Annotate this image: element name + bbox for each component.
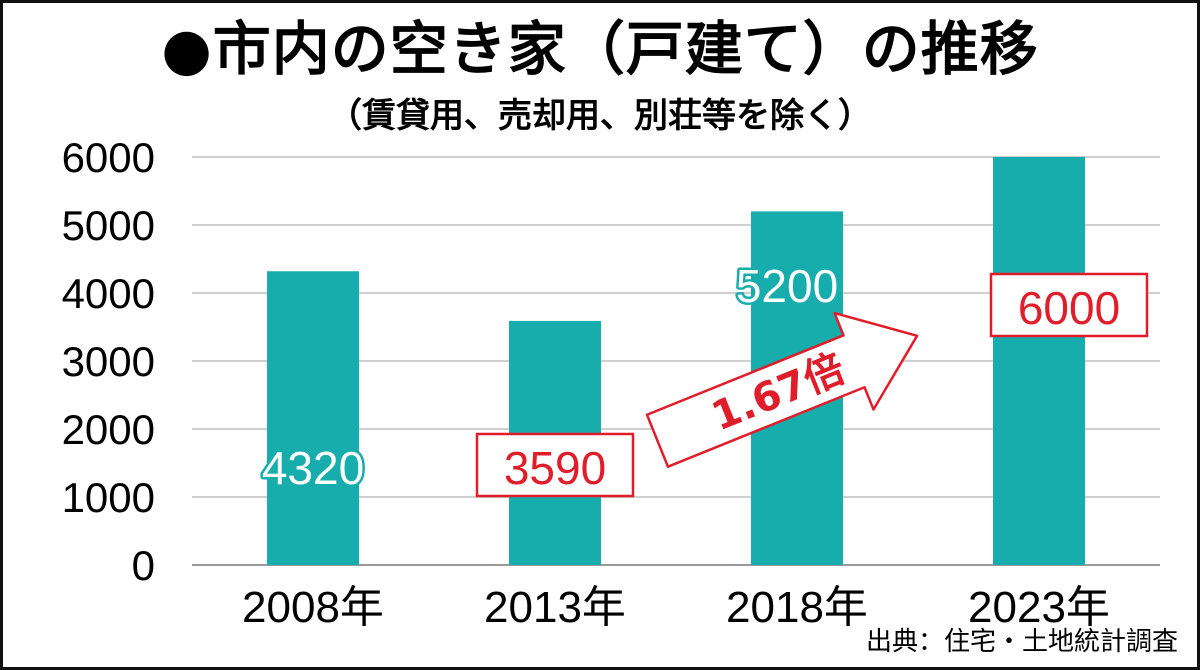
y-tick-label: 2000 xyxy=(62,406,155,453)
y-tick-label: 6000 xyxy=(62,134,155,181)
y-tick-label: 1000 xyxy=(62,474,155,521)
x-tick-label: 2008年 xyxy=(242,583,384,632)
x-tick-label: 2018年 xyxy=(726,583,868,632)
source-note: 出典：住宅・土地統計調査 xyxy=(865,627,1178,657)
data-label: 3590 xyxy=(504,442,606,494)
data-label-box xyxy=(475,432,635,498)
y-tick-label: 0 xyxy=(132,542,155,589)
y-tick-label: 5000 xyxy=(62,202,155,249)
y-tick-label: 4000 xyxy=(62,270,155,317)
bar xyxy=(993,157,1085,565)
y-tick-label: 3000 xyxy=(62,338,155,385)
data-label: 4320 xyxy=(262,442,364,494)
chart-title: ●市内の空き家（戸建て）の推移 xyxy=(161,15,1039,83)
bar xyxy=(267,271,359,565)
data-label-box xyxy=(989,272,1149,338)
chart-subtitle: （賃貸用、売却用、別荘等を除く） xyxy=(328,96,872,136)
x-tick-label: 2013年 xyxy=(484,583,626,632)
x-tick-label: 2023年 xyxy=(968,583,1110,632)
data-label: 5200 xyxy=(736,260,838,312)
data-label: 6000 xyxy=(1018,282,1120,334)
arrow-shape xyxy=(645,311,919,468)
